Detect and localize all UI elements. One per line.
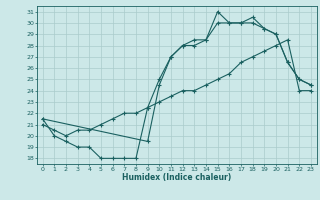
X-axis label: Humidex (Indice chaleur): Humidex (Indice chaleur) <box>122 173 231 182</box>
